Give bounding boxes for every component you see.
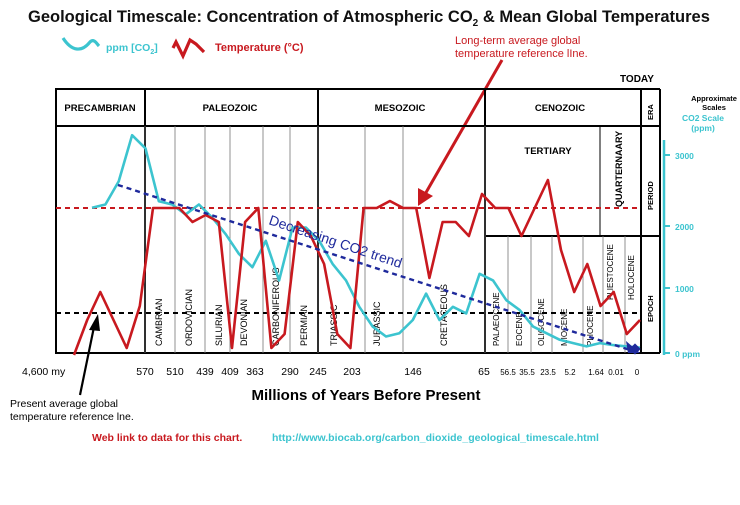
period-label-jurassic: JURASSIC <box>372 301 382 346</box>
annotation-present-line1: Present average global <box>10 398 118 410</box>
x-tick-label-small: 1.64 <box>588 368 604 377</box>
co2-axis: 3000 2000 1000 0 ppm <box>662 140 700 359</box>
annotation-present-arrow <box>78 321 97 396</box>
x-tick-label-small: 5.2 <box>564 368 576 377</box>
temperature-series-line <box>72 178 641 356</box>
x-tick-label: 65 <box>478 366 490 378</box>
epoch-label-eocene: EOCENE <box>515 312 524 346</box>
row-label-era: ERA <box>646 104 655 120</box>
x-tick-label: 570 <box>136 366 154 378</box>
x-tick-label: 4,600 my <box>22 366 66 378</box>
co2-tick-0: 0 ppm <box>675 349 700 359</box>
period-label-cambrian: CAMBRIAN <box>154 298 164 346</box>
period-dividers <box>144 126 626 353</box>
era-label-paleozoic: PALEOZOIC <box>203 103 258 114</box>
x-tick-label: 363 <box>246 366 264 378</box>
legend-temp-label: Temperature (°C) <box>215 42 304 54</box>
annotation-longterm-arrow <box>422 59 504 197</box>
annotation-longterm-line1: Long-term average global <box>455 35 580 47</box>
x-tick-label: 203 <box>343 366 361 378</box>
x-tick-label-small: 56.5 <box>500 368 516 377</box>
scale-scales: Scales <box>702 103 726 112</box>
period-labels: CAMBRIAN ORDOVICIAN SILURIAN DEVONIAN CARBON… <box>154 267 449 346</box>
trend-label: Decreasing CO2 trend <box>267 212 404 271</box>
x-tick-label-small: 0 <box>635 368 640 377</box>
footer-web-text: Web link to data for this chart. <box>92 432 242 444</box>
sub-period-quarternary: QUARTERNAARY <box>614 131 624 207</box>
co2-tick-2000: 2000 <box>675 222 694 232</box>
legend-temp-swatch <box>171 37 206 60</box>
period-label-triassic: TRIASSIC <box>329 304 339 346</box>
x-tick-label-small: 35.5 <box>519 368 535 377</box>
legend: ppm [CO2] Temperature (°C) <box>61 37 304 60</box>
period-label-permian: PERMIAN <box>299 305 309 346</box>
period-label-carboniferous: CARBONIFEROUS <box>271 267 281 346</box>
period-label-devonian: DEVONIAN <box>239 299 249 346</box>
annotation-longterm-arrowhead <box>418 188 433 206</box>
annotation-present-line2: temperature reference lne. <box>10 411 134 423</box>
era-label-precambrian: PRECAMBRIAN <box>64 103 135 114</box>
annotation-longterm-line2: temperature reference lIne. <box>455 48 588 60</box>
x-tick-label: 439 <box>196 366 214 378</box>
trend-end-marker <box>629 343 641 355</box>
row-label-period: PERIOD <box>646 181 655 210</box>
x-tick-label: 510 <box>166 366 184 378</box>
co2-series-line <box>91 133 641 349</box>
epoch-label-miocene: MIOCENE <box>560 309 569 346</box>
era-label-mesozoic: MESOZOIC <box>375 103 426 114</box>
x-tick-label: 290 <box>281 366 299 378</box>
scale-approx: Approximate <box>691 94 737 103</box>
x-axis-ticks: 4,600 my 570 510 439 409 363 290 245 203 146 65 56.… <box>22 366 640 378</box>
period-label-ordovician: ORDOVICIAN <box>184 289 194 346</box>
epoch-label-pliocene: PLIOCENE <box>586 306 595 346</box>
scale-co2: CO2 Scale <box>682 113 724 123</box>
epoch-label-pliestocene: PLIESTOCENE <box>606 244 615 300</box>
sub-period-tertiary: TERTIARY <box>524 146 572 157</box>
co2-tick-3000: 3000 <box>675 151 694 161</box>
epoch-label-holocene: HOLOCENE <box>627 255 636 300</box>
x-tick-label-small: 0.01 <box>608 368 624 377</box>
legend-co2-label: ppm [CO2] <box>106 42 158 56</box>
row-label-epoch: EPOCH <box>646 295 655 322</box>
legend-co2-swatch <box>61 37 101 51</box>
footer-url[interactable]: http://www.biocab.org/carbon_dioxide_geo… <box>272 432 599 444</box>
x-tick-label: 245 <box>309 366 327 378</box>
chart-title: Geological Timescale: Concentration of A… <box>28 8 710 29</box>
era-label-cenozoic: CENOZOIC <box>535 103 585 114</box>
epoch-label-palaeocene: PALAEOCENE <box>492 292 501 346</box>
x-tick-label: 409 <box>221 366 239 378</box>
x-tick-label: 146 <box>404 366 422 378</box>
period-label-silurian: SILURIAN <box>214 304 224 346</box>
annotation-present-arrowhead <box>89 314 100 331</box>
annotation-today: TODAY <box>620 74 654 85</box>
co2-tick-1000: 1000 <box>675 284 694 294</box>
scale-ppm: (ppm) <box>691 123 715 133</box>
x-axis-label: Millions of Years Before Present <box>252 387 481 404</box>
x-tick-label-small: 23.5 <box>540 368 556 377</box>
